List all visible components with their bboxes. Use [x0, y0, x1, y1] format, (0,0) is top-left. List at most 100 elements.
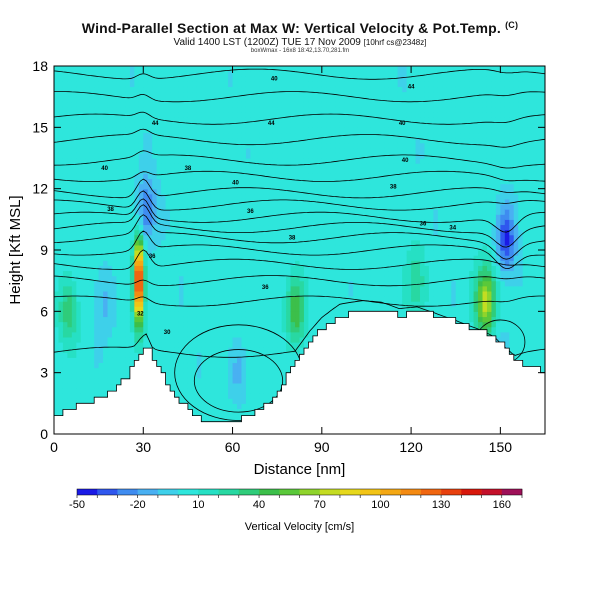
field-cell [232, 101, 238, 108]
field-cell [357, 280, 363, 287]
field-cell [58, 408, 64, 415]
field-cell [71, 316, 77, 323]
field-cell [263, 388, 269, 394]
field-cell [165, 250, 171, 256]
field-cell [210, 112, 216, 118]
field-cell [205, 270, 211, 277]
field-cell [129, 362, 135, 369]
field-cell [103, 357, 109, 364]
field-cell [183, 255, 189, 261]
field-cell [295, 219, 301, 226]
field-cell [98, 152, 104, 159]
field-cell [67, 331, 73, 338]
field-cell [85, 204, 91, 210]
field-cell [281, 280, 287, 287]
field-cell [241, 306, 247, 312]
field-cell [335, 127, 341, 134]
field-cell [116, 183, 122, 190]
field-cell [85, 163, 91, 169]
field-cell [116, 336, 122, 343]
field-cell [295, 66, 301, 72]
field-cell [71, 229, 77, 236]
field-cell [237, 377, 243, 384]
field-cell [152, 244, 158, 251]
field-cell [134, 112, 140, 118]
field-cell [156, 239, 162, 246]
field-cell [120, 347, 127, 353]
field-cell [241, 321, 247, 328]
field-cell [58, 244, 64, 251]
field-cell [147, 178, 153, 185]
field-cell [205, 152, 211, 159]
field-cell [290, 209, 296, 215]
field-cell [339, 255, 345, 261]
field-cell [147, 296, 153, 302]
field-cell [219, 367, 225, 374]
field-cell [321, 250, 327, 256]
field-cell [232, 357, 238, 364]
field-cell [250, 408, 256, 415]
field-cell [335, 219, 341, 226]
field-cell [125, 301, 131, 307]
field-cell [281, 372, 287, 379]
field-cell [335, 275, 341, 282]
field-cell [134, 101, 140, 108]
field-cell [357, 112, 363, 118]
field-cell [192, 296, 198, 302]
field-cell [174, 316, 180, 323]
field-cell [232, 239, 238, 246]
field-cell [196, 178, 202, 185]
field-cell [344, 122, 350, 128]
field-cell [54, 372, 60, 379]
field-cell [187, 326, 193, 333]
field-cell [308, 81, 314, 88]
field-cell [107, 229, 113, 236]
field-cell [228, 71, 234, 77]
field-cell [183, 214, 189, 220]
field-cell [94, 168, 100, 174]
field-cell [94, 275, 100, 282]
field-cell [62, 331, 68, 338]
field-cell [201, 234, 207, 241]
field-cell [85, 398, 91, 404]
field-cell [330, 244, 336, 251]
field-cell [339, 183, 345, 190]
field-cell [196, 76, 202, 82]
field-cell [228, 280, 234, 287]
field-cell [89, 285, 95, 292]
field-cell [268, 229, 274, 236]
field-cell [147, 173, 153, 180]
field-cell [201, 408, 207, 415]
field-cell [125, 234, 131, 241]
field-cell [192, 408, 198, 415]
field-cell [219, 81, 225, 88]
field-cell [161, 204, 167, 210]
field-cell [290, 306, 296, 312]
field-cell [237, 117, 243, 123]
field-cell [116, 362, 122, 369]
field-cell [156, 106, 162, 113]
field-cell [254, 188, 260, 195]
field-cell [339, 106, 345, 113]
field-cell [67, 398, 73, 404]
field-cell [312, 66, 318, 72]
field-cell [228, 255, 234, 261]
field-cell [170, 342, 176, 348]
field-cell [250, 142, 256, 149]
field-cell [89, 198, 95, 205]
field-cell [326, 127, 332, 134]
field-cell [174, 178, 180, 185]
field-cell [250, 260, 256, 266]
field-cell [321, 193, 327, 200]
field-cell [286, 244, 292, 251]
field-cell [62, 367, 68, 374]
field-cell [129, 209, 135, 215]
field-cell [156, 204, 162, 210]
field-cell [326, 239, 332, 246]
field-cell [62, 255, 68, 261]
field-cell [76, 367, 82, 374]
field-cell [245, 239, 251, 246]
field-cell [232, 275, 238, 282]
field-cell [237, 91, 243, 98]
field-cell [156, 234, 162, 241]
